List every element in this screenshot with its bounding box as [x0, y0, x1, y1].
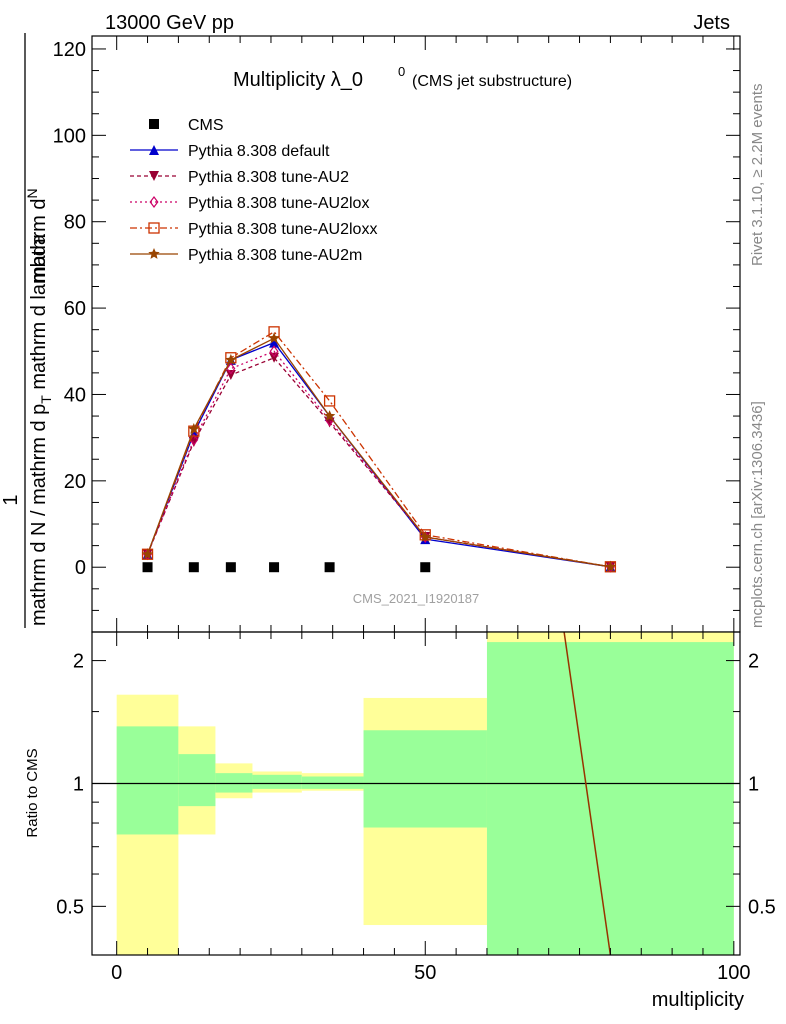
series-marker-5	[188, 423, 200, 434]
rivet-label: Rivet 3.1.10, ≥ 2.2M events	[749, 84, 766, 267]
series-marker-4	[323, 395, 336, 407]
series-marker-0	[420, 562, 431, 573]
series-marker-5	[268, 332, 280, 344]
y-tick-label: 60	[64, 298, 86, 320]
series-line-5	[146, 337, 611, 568]
legend-marker-0	[149, 119, 159, 129]
chart-title-group: Multiplicity λ_0 0 (CMS jet substructure…	[233, 64, 572, 91]
ratio-plot-frame	[91, 631, 741, 956]
x-tick-label: 100	[717, 962, 750, 984]
ratio-ticks: 0.5 0.5 1 1 2 2 0 50 100	[56, 632, 776, 984]
series-marker-2	[269, 352, 280, 363]
legend-marker-4	[148, 222, 160, 234]
x-tick-label: 50	[414, 962, 436, 984]
analysis-watermark: CMS_2021_I1920187	[353, 591, 480, 606]
header-left: 13000 GeV pp	[105, 12, 234, 34]
ratio-y-tick-label: 1	[73, 773, 84, 795]
legend-marker-3	[149, 196, 159, 208]
series-marker-1	[269, 337, 280, 348]
main-y-axis-label: 1 mathrm dN mathrm d N / mathrm d pT mat…	[0, 33, 54, 628]
series-line-2	[146, 357, 611, 568]
series-marker-4	[419, 529, 431, 541]
legend-label-1: Pythia 8.308 default	[188, 143, 330, 160]
ratio-plot: 0.5 0.5 1 1 2 2 0 50 100	[56, 631, 776, 984]
ratio-band-green-4	[301, 776, 364, 789]
series-line-1	[146, 341, 611, 568]
chart-title-sup: 0	[398, 64, 405, 79]
series-marker-5	[419, 531, 431, 542]
y-tick-label: 80	[64, 212, 86, 234]
ratio-y-tick-label-right: 2	[748, 651, 759, 673]
y-label-inner-numerator: mathrm dN	[24, 188, 50, 283]
series-marker-0	[188, 562, 199, 573]
ratio-lines	[92, 631, 740, 956]
x-tick-label: 0	[111, 962, 122, 984]
chart-subtitle: (CMS jet substructure)	[412, 73, 572, 90]
series-marker-3	[269, 345, 279, 358]
series-marker-5	[323, 410, 336, 421]
series-marker-0	[324, 562, 335, 573]
legend-label-2: Pythia 8.308 tune-AU2	[188, 169, 349, 186]
series-marker-5	[604, 560, 617, 572]
legend-marker-2	[149, 171, 159, 181]
series-marker-0	[142, 562, 153, 573]
series-line-4	[146, 330, 611, 568]
legend-label-4: Pythia 8.308 tune-AU2loxx	[188, 221, 377, 238]
main-y-ticks: 0 20 40 60 80 100 120	[53, 36, 740, 632]
legend-marker-5	[148, 248, 160, 259]
y-tick-label: 20	[64, 471, 86, 493]
ratio-bands	[116, 632, 734, 955]
ratio-y-label: Ratio to CMS	[24, 748, 41, 837]
ratio-band-green-1	[178, 754, 216, 807]
chart-title: Multiplicity λ_0	[233, 69, 363, 91]
series-marker-0	[269, 562, 280, 573]
ratio-band-green-3	[252, 774, 302, 789]
ratio-band-green-0	[116, 726, 179, 835]
legend: CMS Pythia 8.308 default Pythia 8.308 tune…	[130, 117, 377, 264]
series-marker-2	[225, 370, 236, 381]
y-tick-label: 0	[75, 557, 86, 579]
legend-label-0: CMS	[188, 117, 224, 134]
y-tick-label: 120	[53, 39, 86, 61]
series-marker-0	[225, 562, 236, 573]
header-right: Jets	[693, 12, 730, 34]
series-marker-5	[141, 548, 154, 560]
y-tick-label: 100	[53, 125, 86, 147]
ratio-y-tick-label-right: 1	[748, 773, 759, 795]
main-plot: 0 20 40 60 80 100 120	[53, 35, 741, 633]
ratio-series-line	[563, 631, 612, 956]
ratio-y-tick-label-right: 0.5	[748, 896, 776, 918]
legend-marker-1	[149, 145, 159, 155]
mcplots-label: mcplots.cern.ch [arXiv:1306.3436]	[749, 401, 766, 628]
ratio-band-green-5	[363, 730, 487, 828]
y-label-one: 1	[0, 494, 22, 505]
y-label-denominator: mathrm d N / mathrm d pT mathrm d lambda	[28, 233, 54, 626]
series-marker-3	[226, 362, 236, 375]
ratio-y-tick-label: 0.5	[56, 896, 84, 918]
ratio-band-green-2	[215, 773, 253, 793]
ratio-y-tick-label: 2	[73, 651, 84, 673]
legend-label-5: Pythia 8.308 tune-AU2m	[188, 247, 362, 264]
y-tick-label: 40	[64, 384, 86, 406]
x-axis-label: multiplicity	[652, 989, 744, 1011]
ratio-band-green-6	[486, 642, 734, 955]
series-marker-5	[225, 353, 237, 365]
series-line-3	[146, 350, 611, 568]
main-series	[141, 326, 617, 573]
legend-label-3: Pythia 8.308 tune-AU2lox	[188, 195, 369, 212]
